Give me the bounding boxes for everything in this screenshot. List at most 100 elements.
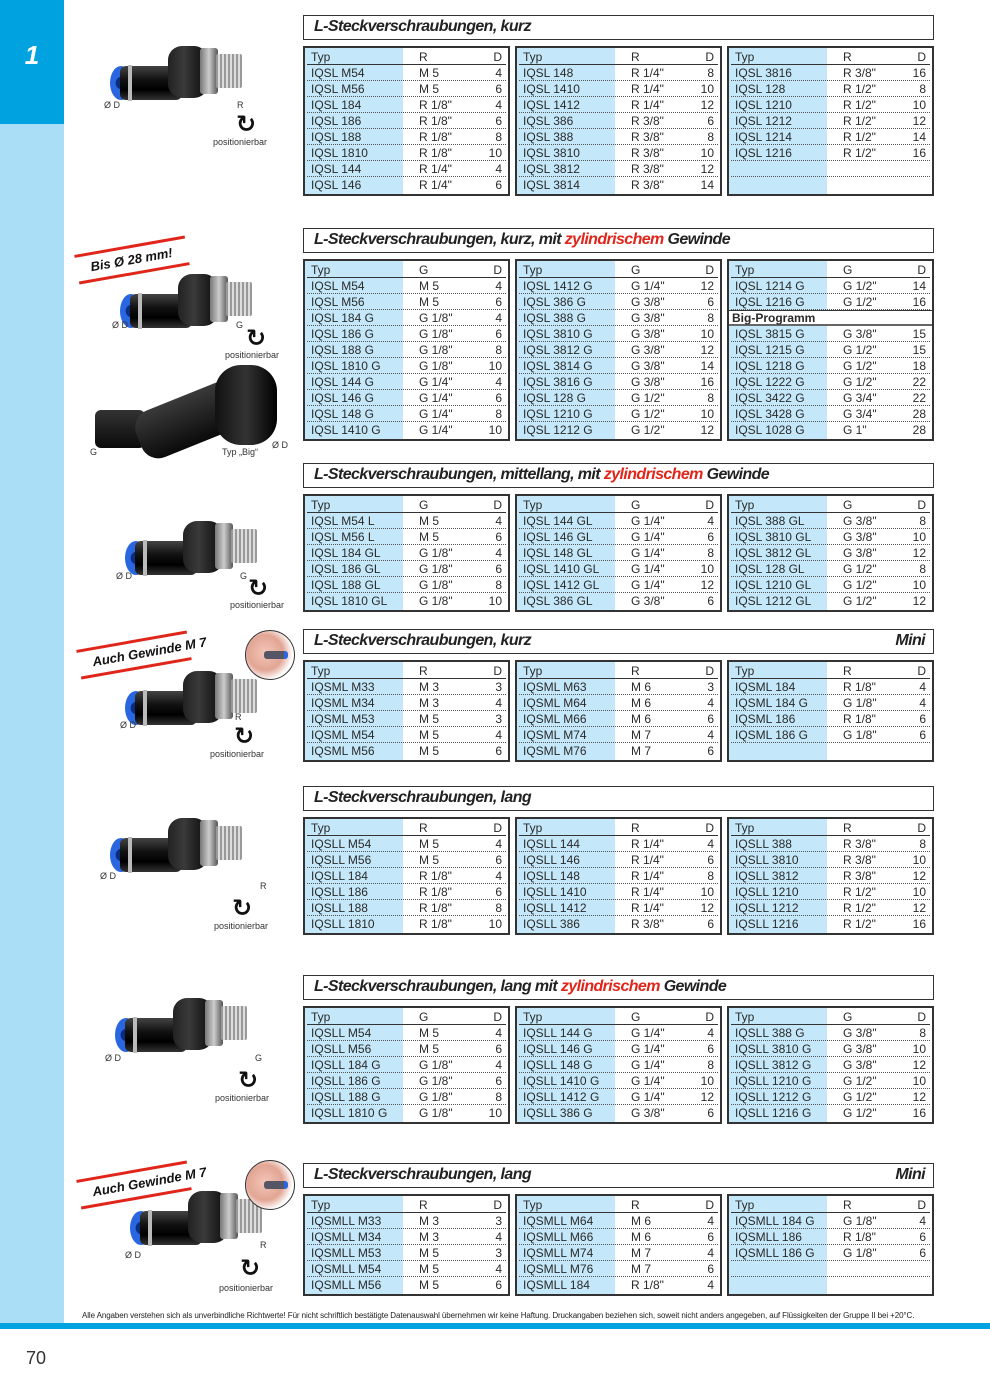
table-row[interactable]: IQSL 128 GL G 1/2" 8 bbox=[731, 561, 930, 577]
table-row[interactable]: IQSL 3428 G G 3/4" 28 bbox=[731, 406, 930, 422]
table-row[interactable]: IQSML M34 M 3 4 bbox=[307, 695, 506, 711]
table-row[interactable]: IQSL M54 M 5 4 bbox=[307, 278, 506, 294]
table-row[interactable]: IQSL M54 L M 5 4 bbox=[307, 513, 506, 529]
table-row[interactable]: IQSL 1410 R 1/4" 10 bbox=[519, 81, 718, 97]
table-row[interactable]: IQSMLL M56 M 5 6 bbox=[307, 1277, 506, 1293]
table-row[interactable]: IQSML M66 M 6 6 bbox=[519, 711, 718, 727]
table-row[interactable]: IQSL 128 R 1/2" 8 bbox=[731, 81, 930, 97]
table-row[interactable]: IQSLL 148 R 1/4" 8 bbox=[519, 868, 718, 884]
table-row[interactable]: IQSL M54 M 5 4 bbox=[307, 65, 506, 81]
table-row[interactable]: IQSL 1210 G G 1/2" 10 bbox=[519, 406, 718, 422]
table-row[interactable]: IQSLL 3810 R 3/8" 10 bbox=[731, 852, 930, 868]
table-row[interactable]: IQSMLL 186 R 1/8" 6 bbox=[731, 1229, 930, 1245]
table-row[interactable]: IQSML M76 M 7 6 bbox=[519, 743, 718, 759]
table-row[interactable]: IQSL 3815 G G 3/8" 15 bbox=[731, 326, 930, 342]
table-row[interactable]: IQSL 388 GL G 3/8" 8 bbox=[731, 513, 930, 529]
table-row[interactable]: IQSL 146 G G 1/4" 6 bbox=[307, 390, 506, 406]
table-row[interactable]: IQSLL M54 M 5 4 bbox=[307, 836, 506, 852]
table-row[interactable]: IQSL 3812 GL G 3/8" 12 bbox=[731, 545, 930, 561]
table-row[interactable]: IQSLL 386 G G 3/8" 6 bbox=[519, 1105, 718, 1121]
table-row[interactable]: IQSL M56 M 5 6 bbox=[307, 294, 506, 310]
table-row[interactable]: IQSLL 1412 G G 1/4" 12 bbox=[519, 1089, 718, 1105]
table-row[interactable]: IQSLL 188 G G 1/8" 8 bbox=[307, 1089, 506, 1105]
table-row[interactable]: IQSML M64 M 6 4 bbox=[519, 695, 718, 711]
table-row[interactable]: IQSL 144 G G 1/4" 4 bbox=[307, 374, 506, 390]
table-row[interactable]: IQSL M56 M 5 6 bbox=[307, 81, 506, 97]
table-row[interactable]: IQSL 386 G G 3/8" 6 bbox=[519, 294, 718, 310]
table-row[interactable]: IQSML M74 M 7 4 bbox=[519, 727, 718, 743]
table-row[interactable]: IQSL 1210 GL G 1/2" 10 bbox=[731, 577, 930, 593]
table-row[interactable]: IQSML M33 M 3 3 bbox=[307, 679, 506, 695]
table-row[interactable]: IQSL 3810 R 3/8" 10 bbox=[519, 145, 718, 161]
table-row[interactable]: IQSL 128 G G 1/2" 8 bbox=[519, 390, 718, 406]
table-row[interactable]: IQSLL 1210 G G 1/2" 10 bbox=[731, 1073, 930, 1089]
table-row[interactable]: IQSL 184 GL G 1/8" 4 bbox=[307, 545, 506, 561]
table-row[interactable]: IQSL 1810 G G 1/8" 10 bbox=[307, 358, 506, 374]
table-row[interactable]: IQSLL 1216 R 1/2" 16 bbox=[731, 916, 930, 932]
table-row[interactable]: IQSL 3812 R 3/8" 12 bbox=[519, 161, 718, 177]
table-row[interactable]: IQSL 144 R 1/4" 4 bbox=[307, 161, 506, 177]
table-row[interactable]: IQSMLL M64 M 6 4 bbox=[519, 1213, 718, 1229]
table-row[interactable]: IQSL 148 G G 1/4" 8 bbox=[307, 406, 506, 422]
table-row[interactable]: IQSL 1214 G G 1/2" 14 bbox=[731, 278, 930, 294]
table-row[interactable]: IQSL 1410 G G 1/4" 10 bbox=[307, 422, 506, 438]
table-row[interactable]: IQSL 1412 R 1/4" 12 bbox=[519, 97, 718, 113]
table-row[interactable]: IQSL 1215 G G 1/2" 15 bbox=[731, 342, 930, 358]
table-row[interactable]: IQSLL 1810 G G 1/8" 10 bbox=[307, 1105, 506, 1121]
table-row[interactable]: IQSMLL M33 M 3 3 bbox=[307, 1213, 506, 1229]
table-row[interactable]: IQSL 144 GL G 1/4" 4 bbox=[519, 513, 718, 529]
table-row[interactable]: IQSL 188 G G 1/8" 8 bbox=[307, 342, 506, 358]
table-row[interactable]: IQSML M54 M 5 4 bbox=[307, 727, 506, 743]
table-row[interactable]: IQSL 388 G G 3/8" 8 bbox=[519, 310, 718, 326]
table-row[interactable]: IQSLL 184 G G 1/8" 4 bbox=[307, 1057, 506, 1073]
table-row[interactable]: IQSMLL M74 M 7 4 bbox=[519, 1245, 718, 1261]
table-row[interactable]: IQSLL 3812 R 3/8" 12 bbox=[731, 868, 930, 884]
table-row[interactable]: IQSL 386 GL G 3/8" 6 bbox=[519, 593, 718, 609]
table-row[interactable]: IQSLL M54 M 5 4 bbox=[307, 1025, 506, 1041]
table-row[interactable]: IQSL 1216 R 1/2" 16 bbox=[731, 145, 930, 161]
table-row[interactable]: IQSLL M56 M 5 6 bbox=[307, 1041, 506, 1057]
table-row[interactable]: IQSLL 388 R 3/8" 8 bbox=[731, 836, 930, 852]
table-row[interactable]: IQSL 188 R 1/8" 8 bbox=[307, 129, 506, 145]
table-row[interactable]: IQSL 1412 G G 1/4" 12 bbox=[519, 278, 718, 294]
table-row[interactable]: IQSL 386 R 3/8" 6 bbox=[519, 113, 718, 129]
table-row[interactable]: IQSL 3814 R 3/8" 14 bbox=[519, 177, 718, 193]
table-row[interactable]: IQSL 186 G G 1/8" 6 bbox=[307, 326, 506, 342]
chapter-tab[interactable]: 1 bbox=[0, 0, 64, 124]
table-row[interactable]: IQSLL 144 G G 1/4" 4 bbox=[519, 1025, 718, 1041]
table-row[interactable]: IQSL 184 R 1/8" 4 bbox=[307, 97, 506, 113]
table-row[interactable]: IQSL 1222 G G 1/2" 22 bbox=[731, 374, 930, 390]
table-row[interactable]: IQSLL 1212 G G 1/2" 12 bbox=[731, 1089, 930, 1105]
table-row[interactable]: IQSML 184 R 1/8" 4 bbox=[731, 679, 930, 695]
table-row[interactable]: IQSML 186 R 1/8" 6 bbox=[731, 711, 930, 727]
table-row[interactable]: IQSL 3816 R 3/8" 16 bbox=[731, 65, 930, 81]
table-row[interactable]: IQSLL 388 G G 3/8" 8 bbox=[731, 1025, 930, 1041]
table-row[interactable]: IQSL M56 L M 5 6 bbox=[307, 529, 506, 545]
table-row[interactable]: IQSML M56 M 5 6 bbox=[307, 743, 506, 759]
table-row[interactable]: IQSL 1810 GL G 1/8" 10 bbox=[307, 593, 506, 609]
table-row[interactable]: IQSMLL M76 M 7 6 bbox=[519, 1261, 718, 1277]
table-row[interactable]: IQSMLL M66 M 6 6 bbox=[519, 1229, 718, 1245]
table-row[interactable]: IQSMLL 184 R 1/8" 4 bbox=[519, 1277, 718, 1293]
table-row[interactable]: IQSLL 1212 R 1/2" 12 bbox=[731, 900, 930, 916]
table-row[interactable]: IQSLL 148 G G 1/4" 8 bbox=[519, 1057, 718, 1073]
table-row[interactable]: IQSL 186 GL G 1/8" 6 bbox=[307, 561, 506, 577]
table-row[interactable]: IQSML 184 G G 1/8" 4 bbox=[731, 695, 930, 711]
table-row[interactable]: IQSLL 3812 G G 3/8" 12 bbox=[731, 1057, 930, 1073]
table-row[interactable]: IQSL 148 GL G 1/4" 8 bbox=[519, 545, 718, 561]
table-row[interactable]: IQSLL 1210 R 1/2" 10 bbox=[731, 884, 930, 900]
table-row[interactable]: IQSL 3422 G G 3/4" 22 bbox=[731, 390, 930, 406]
table-row[interactable]: IQSL 1410 GL G 1/4" 10 bbox=[519, 561, 718, 577]
table-row[interactable]: IQSL 146 GL G 1/4" 6 bbox=[519, 529, 718, 545]
table-row[interactable]: IQSLL 188 R 1/8" 8 bbox=[307, 900, 506, 916]
table-row[interactable]: IQSL 1212 GL G 1/2" 12 bbox=[731, 593, 930, 609]
table-row[interactable]: IQSLL 1410 R 1/4" 10 bbox=[519, 884, 718, 900]
table-row[interactable]: IQSLL 1216 G G 1/2" 16 bbox=[731, 1105, 930, 1121]
table-row[interactable]: IQSL 1216 G G 1/2" 16 bbox=[731, 294, 930, 310]
table-row[interactable]: IQSLL 386 R 3/8" 6 bbox=[519, 916, 718, 932]
table-row[interactable]: IQSL 184 G G 1/8" 4 bbox=[307, 310, 506, 326]
table-row[interactable]: IQSLL 186 G G 1/8" 6 bbox=[307, 1073, 506, 1089]
table-row[interactable]: IQSLL 146 G G 1/4" 6 bbox=[519, 1041, 718, 1057]
table-row[interactable]: IQSL 1218 G G 1/2" 18 bbox=[731, 358, 930, 374]
table-row[interactable]: IQSML M63 M 6 3 bbox=[519, 679, 718, 695]
